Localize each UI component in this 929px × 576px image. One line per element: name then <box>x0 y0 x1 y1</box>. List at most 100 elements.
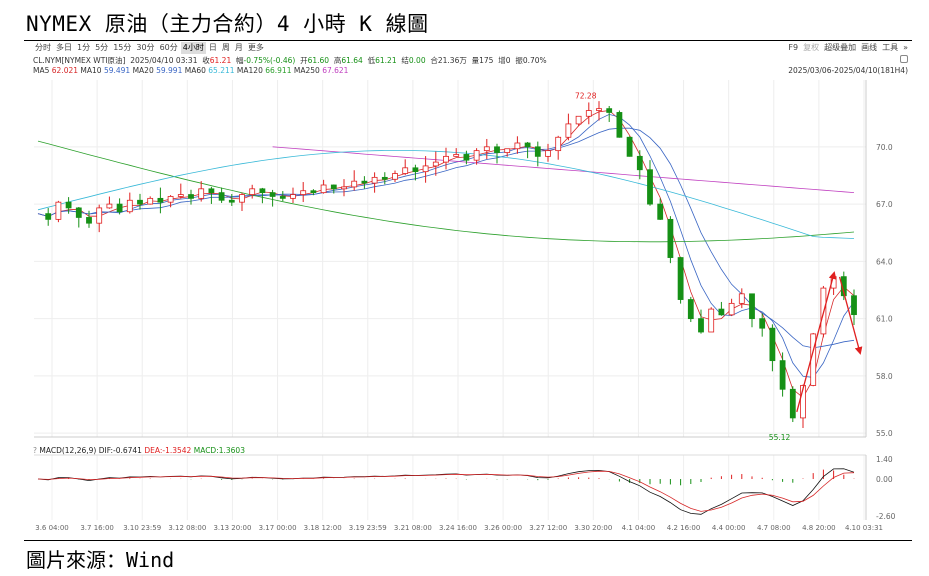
candle-down <box>116 203 123 213</box>
x-tick-label: 4.10 03:31 <box>845 524 883 532</box>
time-axis: 3.6 04:00 3.7 16:00 3.10 23:59 3.12 08:00 3.… <box>35 524 883 532</box>
candle-down <box>269 192 276 197</box>
annotation-high: 72.28 <box>575 92 597 101</box>
candle-down <box>381 176 388 180</box>
tool-button-0[interactable]: F9 <box>788 43 799 52</box>
macd-label: MACD: <box>193 446 219 455</box>
main-grid <box>34 80 867 520</box>
candle-down <box>698 318 704 333</box>
candle-down <box>412 167 419 173</box>
tool-button-4[interactable]: 工具 <box>882 43 899 52</box>
candle-down <box>330 184 337 190</box>
candle-down <box>749 293 755 320</box>
candle-down <box>463 154 470 161</box>
candle-up <box>106 203 113 209</box>
tab-timeframe-0[interactable]: 分时 <box>35 43 51 52</box>
open-value: 61.60 <box>307 56 330 65</box>
candle-up <box>728 302 735 316</box>
candle-down <box>667 218 674 258</box>
help-icon[interactable]: ? <box>33 446 37 455</box>
candle-up <box>443 155 449 163</box>
candle-up <box>96 207 103 224</box>
candle-up <box>422 165 429 173</box>
candle-down <box>677 257 684 300</box>
tab-timeframe-3[interactable]: 5分 <box>95 43 109 52</box>
quote-settings-icon[interactable] <box>900 55 908 63</box>
timeframe-tabs: 分时 多日 1分 5分 15分 30分 60分 4小时日周月更多 <box>33 42 267 54</box>
candles <box>45 101 857 429</box>
tab-timeframe-11[interactable]: 更多 <box>247 43 264 52</box>
candle-up <box>371 176 378 184</box>
dea-value: -1.3542 <box>162 446 192 455</box>
x-tick-label: 3.19 23:59 <box>349 524 387 532</box>
candle-up <box>555 136 562 152</box>
candle-up <box>453 154 460 157</box>
tool-button-2[interactable]: 超级叠加 <box>824 43 857 52</box>
page-title: NYMEX 原油（主力合約）4 小時 K 線圖 <box>26 12 429 36</box>
candle-down <box>310 190 317 194</box>
ma-legend-value-1: 59.491 <box>103 66 133 75</box>
candle-up <box>575 115 582 125</box>
x-tick-label: 4.2 16:00 <box>667 524 701 532</box>
candle-down <box>188 194 194 199</box>
tab-timeframe-5[interactable]: 30分 <box>136 43 155 52</box>
candle-up <box>545 150 551 157</box>
tab-timeframe-1[interactable]: 多日 <box>56 43 72 52</box>
tool-button-3[interactable]: 画线 <box>861 43 878 52</box>
x-tick-label: 3.17 00:00 <box>259 524 297 532</box>
ma-legend-value-4: 66.911 <box>265 66 294 75</box>
tab-timeframe-8[interactable]: 日 <box>208 43 217 52</box>
volume-value: 175 <box>479 56 494 65</box>
candle-up <box>290 194 296 199</box>
candle-down <box>657 203 664 220</box>
candle-down <box>361 180 368 184</box>
x-tick-label: 3.27 12:00 <box>529 524 567 532</box>
y-tick-label: 70.0 <box>876 143 893 152</box>
x-tick-label: 3.7 16:00 <box>80 524 114 532</box>
tab-timeframe-6[interactable]: 60分 <box>159 43 178 52</box>
ma-legend-name-2: MA20 <box>132 66 157 75</box>
ma-legend-value-5: 67.621 <box>322 66 349 75</box>
tool-button-5[interactable]: » <box>903 43 908 52</box>
quote-line: CL.NYM[NYMEX WTI原油] 2025/04/10 03:31 收61… <box>33 55 547 66</box>
net-value: 0.00 <box>408 56 426 65</box>
tab-timeframe-4[interactable]: 15分 <box>113 43 132 52</box>
candle-up <box>514 142 521 150</box>
tool-button-1[interactable]: 复权 <box>803 43 820 52</box>
macd-title: MACD(12,26,9) <box>39 446 97 455</box>
tab-timeframe-10[interactable]: 月 <box>234 43 243 52</box>
candle-up <box>147 197 154 205</box>
tab-timeframe-9[interactable]: 周 <box>221 43 230 52</box>
candle-up <box>708 308 715 333</box>
change-label: 幅 <box>236 56 244 65</box>
tab-timeframe-7[interactable]: 4小时 <box>180 42 206 54</box>
chart-toolbar: 分时 多日 1分 5分 15分 30分 60分 4小时日周月更多 F9 复权 超级叠加 画线 工具 » <box>33 42 908 54</box>
ma-legend-value-3: 65.211 <box>208 66 237 75</box>
dea-line <box>37 470 855 512</box>
down-arrow <box>838 276 863 355</box>
tab-timeframe-2[interactable]: 1分 <box>77 43 91 52</box>
net-label: 结 <box>401 56 409 65</box>
up-arrow <box>796 271 837 413</box>
candle-down <box>45 213 52 220</box>
x-tick-label: 3.12 08:00 <box>168 524 206 532</box>
x-tick-label: 4.8 20:00 <box>802 524 836 532</box>
candle-up <box>177 194 184 197</box>
candle-down <box>636 155 643 171</box>
candle-up <box>596 108 602 111</box>
price-annotations: 72.28 55.12 <box>575 92 790 442</box>
y-tick-label: 64.0 <box>876 257 893 266</box>
ma-legend: MA5 62.021 MA10 59.491 MA20 59.991 MA60 … <box>33 65 348 76</box>
candle-up <box>565 123 572 138</box>
x-tick-label: 4.7 08:00 <box>757 524 791 532</box>
y-tick-label: 55.0 <box>876 429 893 438</box>
amount-value: 21.36万 <box>437 56 467 65</box>
candle-down <box>65 201 72 209</box>
candle-up <box>392 173 398 180</box>
candle-up <box>800 385 806 419</box>
candle-up <box>249 188 256 195</box>
candle-down <box>616 112 623 138</box>
candle-down <box>851 295 857 316</box>
candle-up <box>320 184 327 194</box>
